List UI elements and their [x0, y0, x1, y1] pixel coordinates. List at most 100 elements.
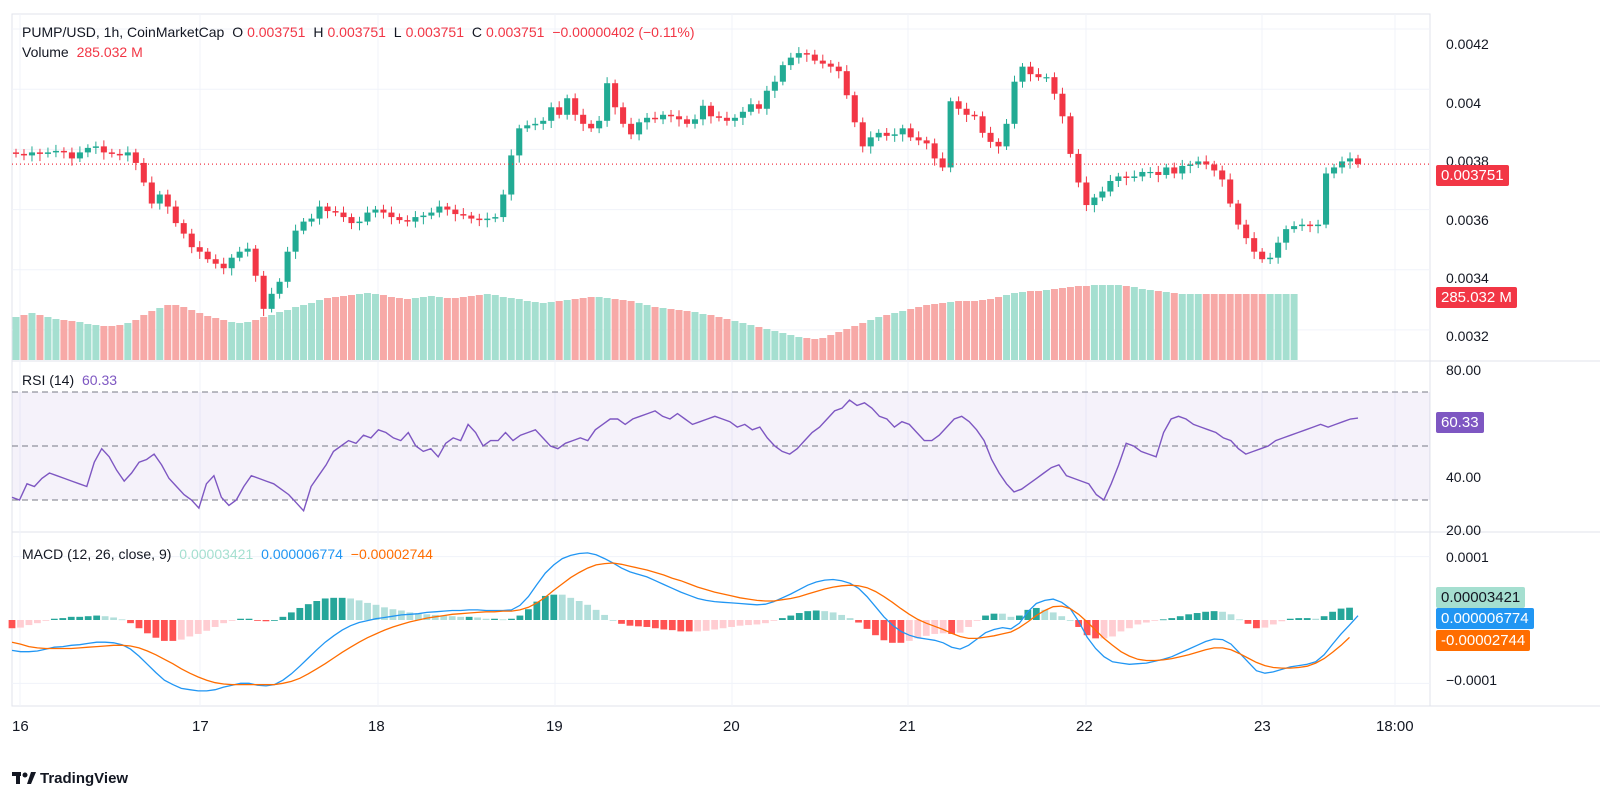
volume-bar	[1106, 285, 1114, 360]
volume-bar	[427, 296, 435, 360]
candle-body	[1107, 180, 1114, 192]
volume-bar	[747, 325, 755, 360]
candle-body	[859, 122, 866, 147]
macd-histogram-bar	[279, 616, 287, 620]
candle-body	[628, 123, 635, 135]
time-tick: 16	[12, 718, 29, 735]
macd-histogram-bar	[1151, 620, 1159, 621]
candle-body	[851, 95, 858, 123]
candle-body	[132, 152, 139, 163]
macd-histogram-bar	[618, 620, 625, 624]
volume-bar	[675, 310, 683, 360]
volume-bar	[643, 305, 651, 360]
macd-histogram-bar	[67, 616, 75, 620]
candle-body	[1243, 224, 1250, 239]
close-value: 0.003751	[486, 24, 545, 40]
volume-bar	[571, 299, 579, 360]
candle-body	[180, 223, 187, 234]
volume-bar	[547, 302, 555, 360]
volume-bar	[52, 319, 60, 360]
candle-body	[979, 116, 986, 133]
macd-histogram-bar	[719, 620, 727, 629]
macd-histogram-bar	[1083, 620, 1091, 636]
volume-bar	[723, 319, 731, 360]
volume-bar	[116, 325, 124, 360]
candle-body	[196, 247, 203, 252]
volume-bar	[371, 294, 379, 360]
candle-body	[1315, 224, 1322, 227]
candle-body	[564, 98, 571, 115]
candle-body	[1307, 224, 1314, 227]
macd-histogram-bar	[880, 620, 888, 641]
macd-histogram-bar	[1032, 607, 1040, 620]
candle-body	[156, 194, 163, 204]
candle-body	[220, 263, 227, 269]
candle-body	[667, 114, 675, 117]
macd-histogram-bar	[838, 614, 845, 620]
candle-body	[140, 162, 147, 183]
macd-histogram-bar	[745, 620, 752, 626]
high-value: 0.003751	[327, 24, 386, 40]
macd-histogram-bar	[1253, 620, 1260, 629]
macd-histogram-bar	[169, 620, 177, 641]
volume-bar	[276, 312, 284, 360]
volume-bar	[419, 297, 427, 360]
candle-body	[572, 98, 579, 115]
candle-body	[108, 152, 115, 154]
candle-body	[771, 81, 778, 91]
candle-body	[1059, 93, 1066, 117]
macd-histogram-bar	[601, 614, 608, 620]
candle-body	[540, 120, 547, 124]
open-label: O	[232, 24, 244, 40]
candle-body	[675, 116, 683, 120]
volume-bar	[1058, 288, 1066, 360]
candle-body	[396, 217, 403, 221]
candle-body	[1251, 238, 1258, 252]
tradingview-logo[interactable]: TradingView	[12, 770, 128, 787]
macd-histogram-bar	[152, 620, 160, 638]
candle-body	[1155, 171, 1162, 175]
candle-body	[1027, 66, 1034, 75]
volume-bar	[12, 317, 20, 360]
volume-bar	[451, 298, 459, 360]
candle-body	[835, 66, 842, 72]
candle-body	[1346, 158, 1354, 162]
macd-histogram-bar	[863, 620, 871, 629]
volume-bar	[579, 298, 587, 360]
volume-bar	[132, 320, 140, 360]
macd-histogram-bar	[406, 612, 414, 620]
macd-histogram-bar	[414, 613, 422, 620]
volume-bar	[611, 299, 619, 360]
price-tick: 0.0042	[1446, 36, 1489, 52]
time-tick: 18:00	[1376, 718, 1414, 735]
macd-histogram-bar	[575, 601, 583, 620]
candle-body	[747, 104, 754, 112]
candle-body	[228, 257, 235, 269]
macd-histogram-bar	[643, 620, 651, 627]
candle-body	[1354, 158, 1362, 165]
candle-body	[1259, 251, 1266, 260]
candle-body	[252, 248, 259, 276]
candle-body	[452, 209, 459, 215]
macd-histogram-bar	[465, 616, 473, 620]
close-label: C	[471, 24, 483, 40]
macd-tick: −0.0001	[1446, 672, 1497, 688]
macd-histogram-bar	[939, 620, 947, 634]
macd-histogram-bar	[1041, 609, 1049, 620]
volume-bar	[316, 300, 324, 360]
macd-histogram-bar	[1117, 620, 1125, 632]
volume-bar	[659, 308, 667, 360]
candle-body	[1267, 257, 1274, 260]
candle-body	[987, 132, 994, 142]
volume-bar	[779, 333, 787, 360]
macd-histogram-bar	[1159, 619, 1167, 621]
macd-histogram-bar	[491, 618, 498, 620]
volume-bar	[619, 300, 627, 360]
volume-bar	[60, 320, 68, 360]
candle-body	[388, 212, 395, 218]
rsi-value: 60.33	[82, 372, 118, 388]
macd-histogram-bar	[160, 620, 168, 641]
macd-histogram-bar	[1227, 614, 1235, 620]
candle-body	[1338, 161, 1346, 168]
macd-histogram-bar	[355, 600, 363, 620]
